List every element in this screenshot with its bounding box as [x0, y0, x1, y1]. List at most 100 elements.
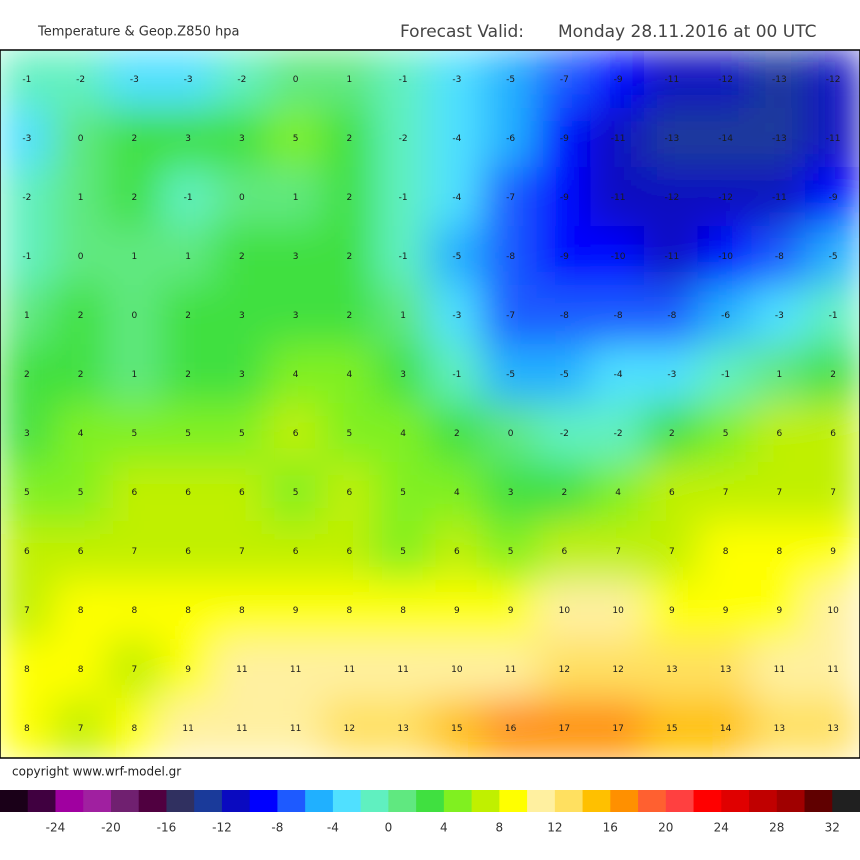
- field-cell: [52, 462, 109, 523]
- field-cell: [482, 108, 539, 169]
- grid-value: -9: [560, 252, 569, 262]
- field-cell: [160, 698, 216, 758]
- grid-value: 9: [185, 665, 191, 675]
- grid-value: 8: [347, 606, 353, 616]
- grid-value: 8: [777, 547, 783, 557]
- grid-value: 2: [830, 370, 836, 380]
- field-cell: [644, 580, 700, 641]
- field-cell: [751, 521, 808, 582]
- field-cell: [267, 639, 324, 700]
- field-cell: [214, 580, 270, 641]
- field-cell: [697, 285, 754, 346]
- grid-value: -7: [506, 311, 515, 321]
- field-cell: [590, 698, 646, 758]
- field-cell: [106, 50, 163, 110]
- field-cell: [644, 285, 700, 346]
- grid-value: -1: [22, 75, 31, 85]
- field-cell: [0, 580, 55, 641]
- field-cell: [482, 226, 539, 287]
- scale-label: -12: [212, 821, 232, 835]
- grid-value: -6: [721, 311, 730, 321]
- scale-swatch: [110, 790, 140, 812]
- field-cell: [106, 698, 163, 758]
- field-cell: [321, 167, 378, 228]
- grid-value: 14: [720, 724, 732, 734]
- grid-value: 8: [24, 724, 30, 734]
- grid-value: 10: [559, 606, 571, 616]
- grid-value: -1: [399, 75, 408, 85]
- scale-swatch: [776, 790, 806, 812]
- field-cell: [214, 344, 270, 405]
- field-cell: [321, 226, 378, 287]
- grid-value: -7: [560, 75, 569, 85]
- field-cell: [429, 403, 485, 464]
- grid-value: 12: [559, 665, 570, 675]
- copyright: copyright www.wrf-model.gr: [12, 765, 181, 779]
- grid-value: -5: [560, 370, 569, 380]
- grid-value: 1: [400, 311, 406, 321]
- grid-value: 3: [239, 370, 245, 380]
- scale-swatch: [332, 790, 362, 812]
- field-cell: [160, 167, 216, 228]
- field-cell: [644, 50, 700, 110]
- field-cell: [267, 167, 324, 228]
- field-cell: [214, 639, 270, 700]
- field-cell: [697, 226, 754, 287]
- field-cell: [429, 50, 485, 110]
- scale-swatch: [305, 790, 334, 812]
- grid-value: 3: [239, 311, 245, 321]
- field-cell: [590, 580, 646, 641]
- scale-swatch: [221, 790, 251, 812]
- grid-value: -12: [665, 193, 680, 203]
- grid-value: 7: [723, 488, 729, 498]
- field-cell: [536, 639, 593, 700]
- field-cell: [106, 285, 163, 346]
- field-cell: [644, 521, 700, 582]
- grid-value: 6: [239, 488, 245, 498]
- grid-value: 2: [239, 252, 245, 262]
- grid-value: 2: [347, 134, 353, 144]
- grid-value: 6: [347, 488, 353, 498]
- grid-value: 4: [293, 370, 299, 380]
- field-cell: [482, 639, 539, 700]
- grid-value: 5: [508, 547, 514, 557]
- scale-label: 8: [496, 821, 504, 835]
- field-cell: [697, 403, 754, 464]
- grid-value: -13: [772, 75, 787, 85]
- field-cell: [160, 580, 216, 641]
- field-cell: [321, 521, 378, 582]
- grid-value: -5: [452, 252, 461, 262]
- field-cell: [805, 403, 860, 464]
- field-cell: [214, 50, 270, 110]
- field-cell: [52, 50, 109, 110]
- grid-value: 4: [347, 370, 353, 380]
- scale-swatch: [804, 790, 833, 812]
- grid-value: 9: [830, 547, 836, 557]
- field-cell: [321, 462, 378, 523]
- field-cell: [267, 521, 324, 582]
- grid-value: 17: [559, 724, 570, 734]
- grid-value: -3: [22, 134, 31, 144]
- map-frame: [0, 49, 860, 759]
- field-cell: [536, 580, 593, 641]
- scale-swatch: [638, 790, 667, 812]
- grid-value: 12: [344, 724, 355, 734]
- grid-value: 9: [454, 606, 460, 616]
- field-cell: [697, 698, 754, 758]
- field-cell: [590, 50, 646, 110]
- grid-value: 9: [777, 606, 783, 616]
- grid-value: -1: [399, 193, 408, 203]
- grid-value: -10: [718, 252, 733, 262]
- grid-value: -2: [614, 429, 623, 439]
- scale-swatch: [55, 790, 84, 812]
- grid-value: -11: [611, 193, 626, 203]
- scale-label: 12: [547, 821, 562, 835]
- field-cell: [160, 639, 216, 700]
- grid-value: 7: [239, 547, 245, 557]
- grid-value: 5: [347, 429, 353, 439]
- field-cell: [160, 521, 216, 582]
- grid-value: -9: [560, 134, 569, 144]
- field-cell: [751, 226, 808, 287]
- field-cell: [536, 108, 593, 169]
